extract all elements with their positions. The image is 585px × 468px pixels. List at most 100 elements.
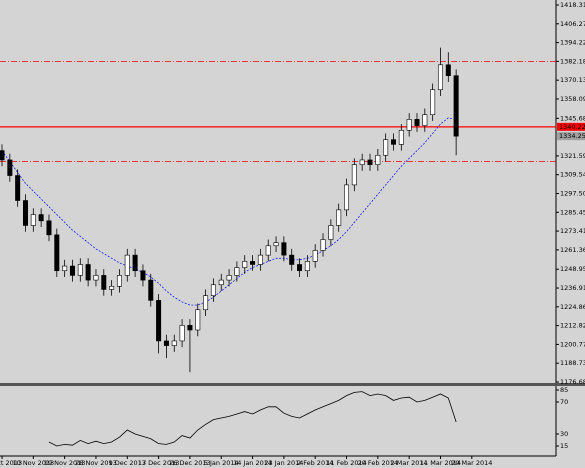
x-tick-label: 2 Feb 2014: [297, 459, 333, 467]
candle-body: [54, 234, 60, 272]
y-tick-label: 1261.365: [560, 246, 585, 254]
candle-body: [445, 64, 451, 77]
x-tick-label: 10 Nov 2013: [12, 459, 54, 467]
x-tick-label: 20 Feb 2014: [358, 459, 398, 467]
y-tick-label: 1418.315: [560, 1, 585, 9]
x-tick-label: 17 Dec 2013: [138, 459, 180, 467]
candle-body: [116, 275, 122, 287]
candle-body: [226, 275, 232, 281]
price-label: 1340.22: [559, 123, 585, 131]
y-tick-label: 1248.955: [560, 265, 585, 273]
candle-body: [375, 154, 381, 165]
candle-body: [242, 261, 248, 268]
candle-body: [69, 265, 75, 276]
candle-body: [22, 200, 28, 226]
candle-body: [195, 309, 201, 331]
y-tick-label: 1273.410: [560, 227, 585, 235]
y-tick-label: 1297.500: [560, 189, 585, 197]
y-tick-label: 1382.180: [560, 57, 585, 65]
candle-body: [336, 209, 342, 226]
y-tick-label: 1224.865: [560, 303, 585, 311]
x-tick-label: 26 Dec 2013: [169, 459, 211, 467]
y-tick-label: 70: [560, 398, 568, 406]
candle-body: [344, 184, 350, 211]
candle-body: [218, 279, 224, 286]
indicator-line: [48, 391, 457, 447]
x-tick-label: 31 Oct 2013: [0, 459, 22, 467]
candle-body: [437, 64, 443, 91]
x-tick-label: 20 Mar 2014: [451, 459, 492, 467]
x-tick-label: 14 Jan 2014: [233, 459, 272, 467]
y-tick-label: 1212.820: [560, 322, 585, 330]
candle-body: [430, 89, 436, 116]
candle-body: [359, 159, 365, 165]
y-tick-label: 1394.225: [560, 39, 585, 47]
y-tick-label: 85: [560, 386, 568, 394]
y-tick-label: 1200.775: [560, 340, 585, 348]
candle-body: [93, 275, 99, 281]
candle-body: [148, 279, 154, 301]
candle-body: [406, 119, 412, 131]
x-tick-label: 9 Dec 2013: [109, 459, 146, 467]
candle-body: [77, 264, 83, 276]
x-tick-label: 11 Mar 2014: [420, 459, 461, 467]
price-label-box: [557, 122, 585, 131]
candle-body: [7, 159, 13, 176]
candle-body: [101, 275, 107, 290]
candle-body: [281, 242, 287, 256]
y-tick-label: 1236.910: [560, 284, 585, 292]
candle-body: [328, 225, 334, 240]
y-tick-label: 30: [560, 430, 568, 438]
candle-body: [179, 325, 185, 342]
candle-body: [297, 264, 303, 272]
candle-body: [210, 284, 216, 296]
candle-body: [398, 130, 404, 145]
candle-body: [46, 220, 52, 236]
price-label-box: [557, 132, 585, 141]
candle-body: [124, 254, 130, 276]
price-label: 1334.258: [559, 132, 585, 140]
candle-body: [351, 164, 357, 186]
y-tick-label: 1321.590: [560, 152, 585, 160]
y-tick-label: 1188.730: [560, 359, 585, 367]
y-tick-label: 1345.680: [560, 114, 585, 122]
candle-body: [289, 254, 295, 265]
candle-body: [234, 267, 240, 276]
candle-body: [422, 114, 428, 126]
y-tick-label: 1406.270: [560, 20, 585, 28]
candle-body: [171, 340, 177, 346]
candle-body: [453, 75, 459, 137]
candle-body: [304, 261, 310, 272]
x-tick-label: 23 Jan 2014: [264, 459, 303, 467]
candle-body: [187, 325, 193, 331]
candle-body: [273, 242, 279, 247]
candle-body: [320, 239, 326, 251]
candle-body: [163, 340, 169, 346]
candle-body: [414, 119, 420, 126]
candle-body: [367, 159, 373, 165]
candle-body: [30, 214, 36, 226]
x-tick-label: 5 Jan 2014: [204, 459, 239, 467]
candle-body: [109, 286, 115, 290]
candle-body: [15, 175, 21, 201]
y-tick-label: 1309.546: [560, 171, 585, 179]
x-tick-label: 2 Mar 2014: [391, 459, 428, 467]
panel-separator: [0, 383, 585, 386]
y-tick-label: 1358.090: [560, 95, 585, 103]
y-tick-label: 1285.455: [560, 208, 585, 216]
y-tick-label: 1370.135: [560, 76, 585, 84]
y-tick-label: 15: [560, 442, 568, 450]
candle-body: [203, 295, 209, 311]
x-tick-label: 19 Nov 2013: [44, 459, 86, 467]
candle-body: [132, 254, 138, 272]
x-tick-label: 28 Nov 2013: [75, 459, 117, 467]
candle-body: [85, 264, 91, 281]
x-tick-label: 11 Feb 2014: [326, 459, 366, 467]
candle-body: [265, 245, 271, 256]
candle-body: [383, 139, 389, 156]
candle-body: [390, 139, 396, 145]
candle-body: [156, 300, 162, 342]
candle-body: [38, 214, 44, 222]
